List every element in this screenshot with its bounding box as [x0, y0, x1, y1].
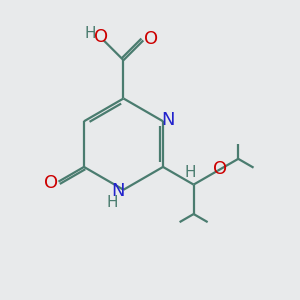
Text: O: O	[44, 173, 58, 191]
Text: O: O	[94, 28, 108, 46]
Text: H: H	[185, 165, 197, 180]
Text: O: O	[213, 160, 227, 178]
Text: H: H	[106, 195, 118, 210]
Text: N: N	[162, 111, 175, 129]
Text: O: O	[144, 30, 158, 48]
Text: N: N	[111, 182, 125, 200]
Text: H: H	[85, 26, 96, 40]
